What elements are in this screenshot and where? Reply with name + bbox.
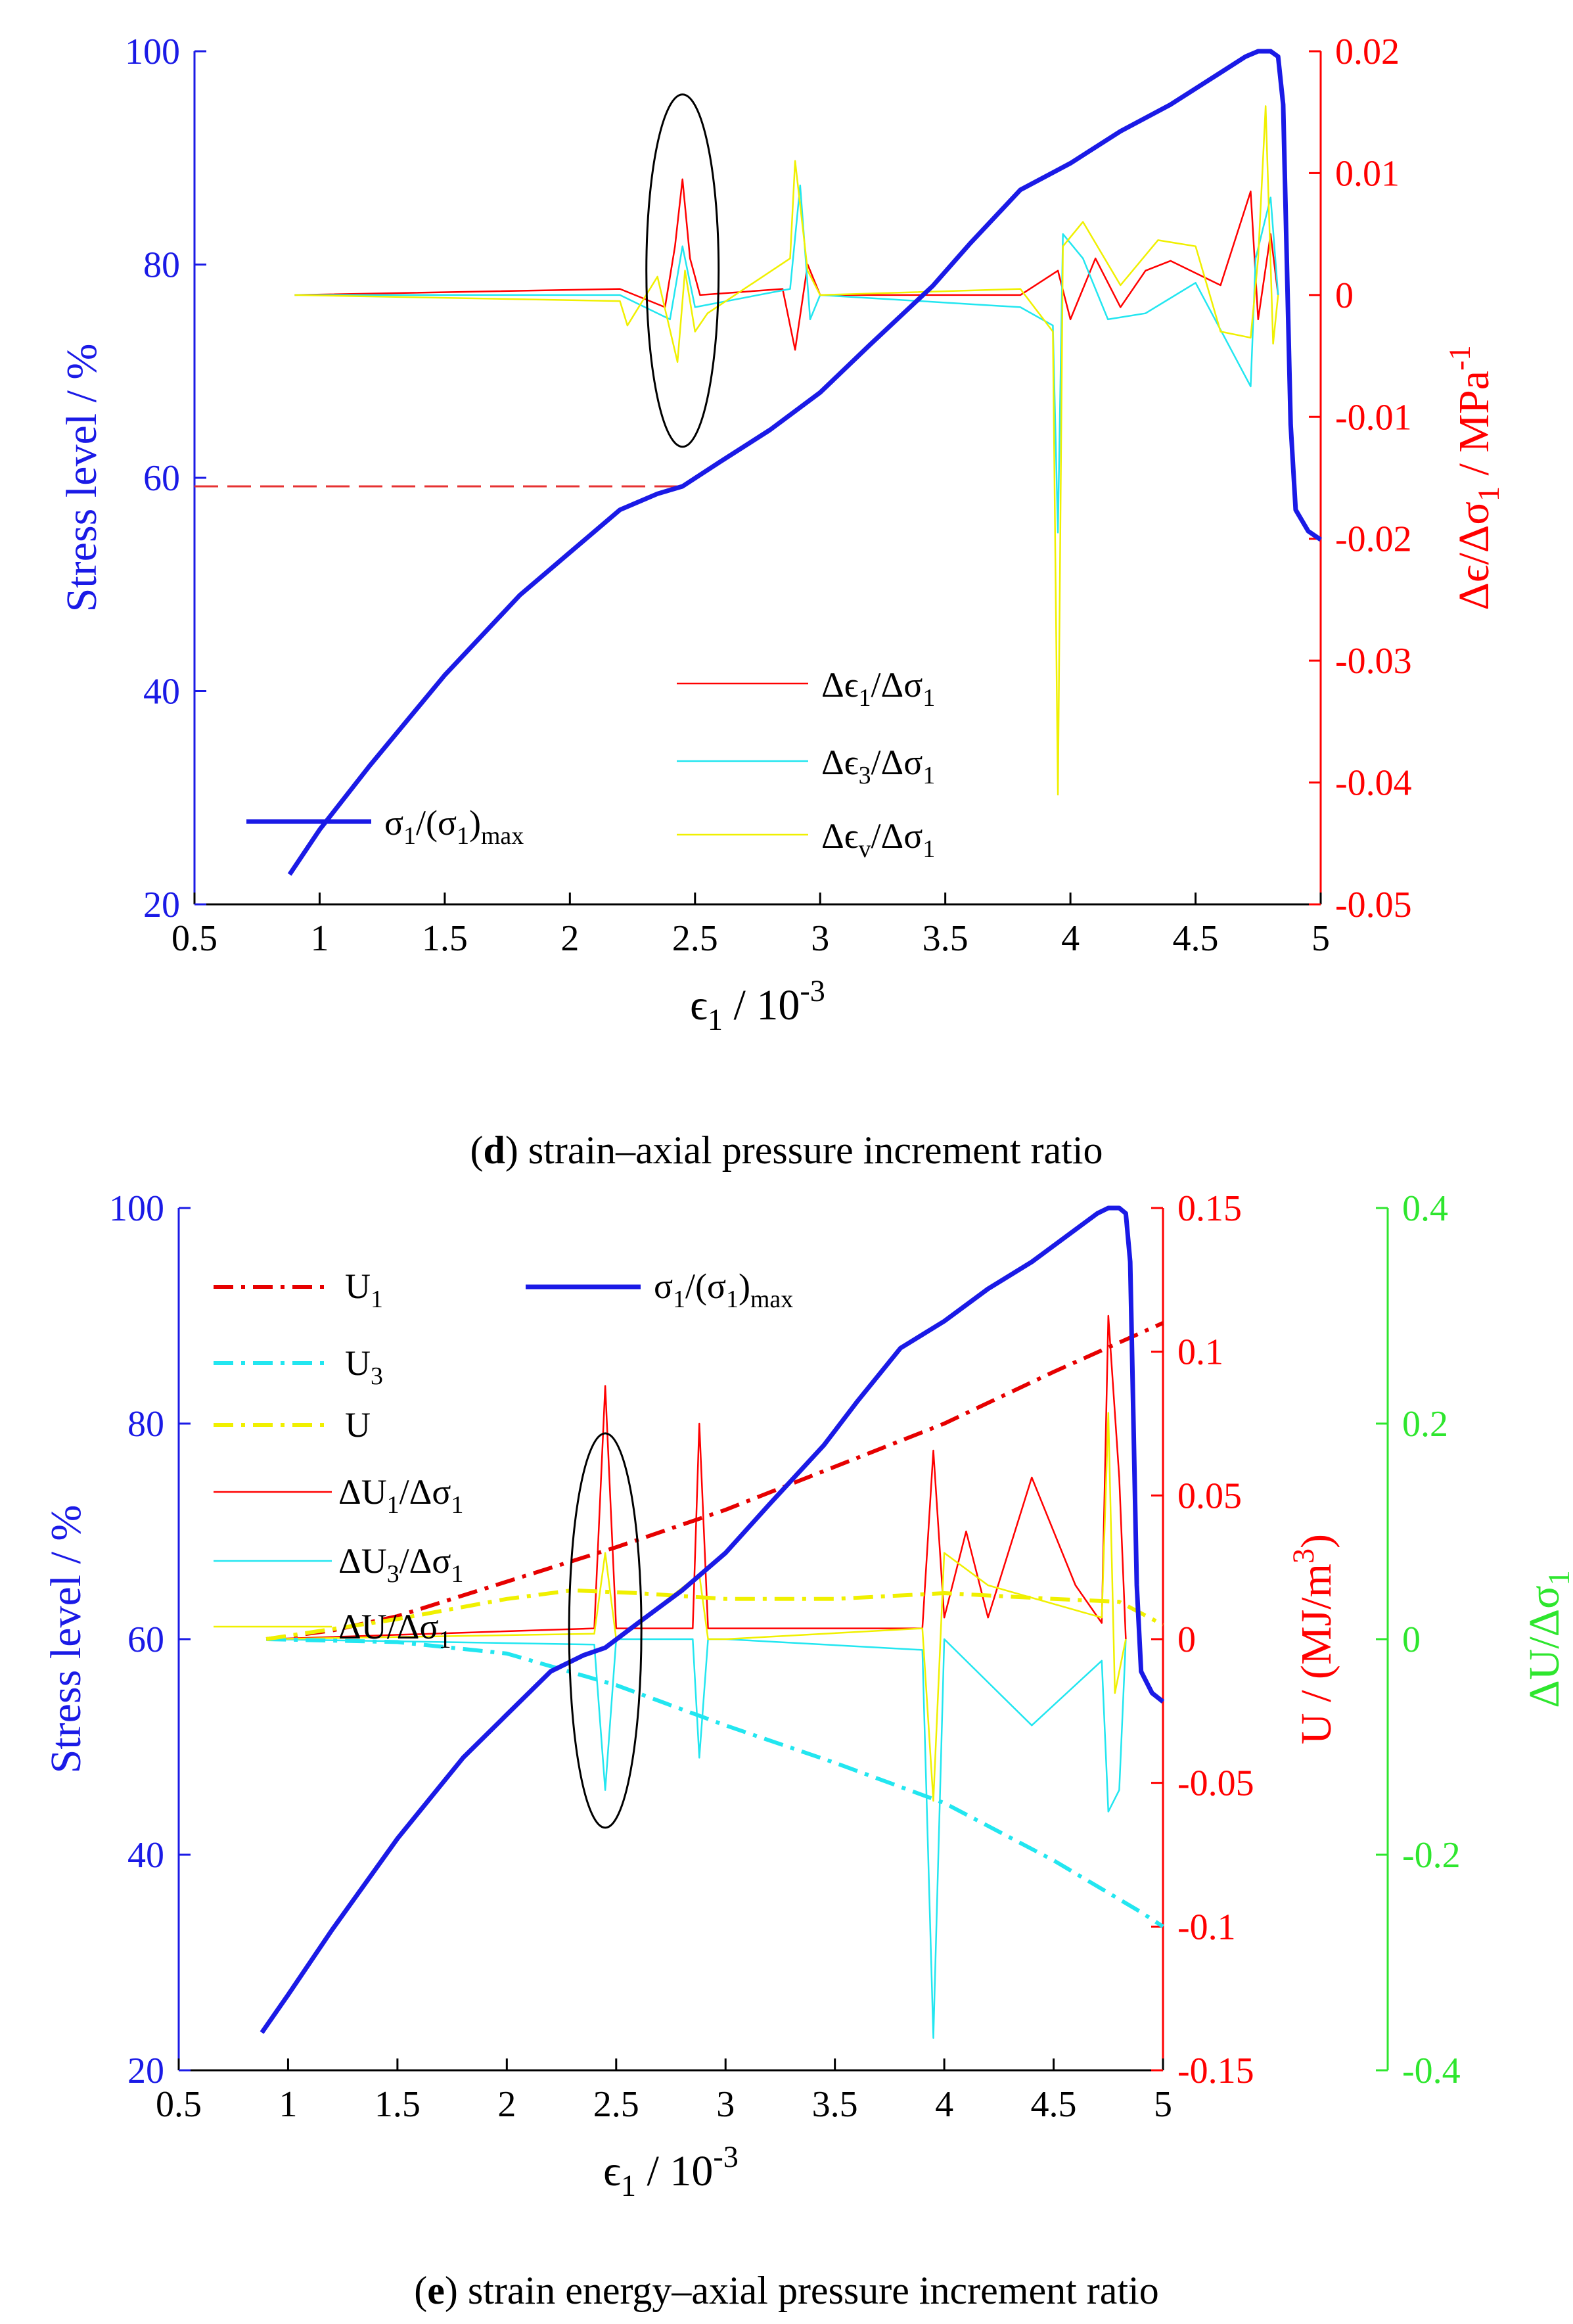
d-x-tick-label: 0.5 <box>171 918 217 959</box>
e-y-tick-label: 40 <box>127 1835 164 1876</box>
d-y-tick-label: 80 <box>143 245 180 286</box>
d-y2-tick-label: -0.03 <box>1335 641 1412 682</box>
e-y-tick-label: 100 <box>109 1188 164 1229</box>
e-y2-tick-label: 0.1 <box>1177 1332 1223 1373</box>
e-y-tick-label: 80 <box>127 1404 164 1445</box>
d-y2-tick-label: -0.04 <box>1335 763 1412 804</box>
e-y2-label: U / (MJ/m3) <box>1287 1534 1340 1744</box>
e-x-tick-label: 4.5 <box>1031 2084 1077 2125</box>
e-x-tick-label: 5 <box>1154 2084 1172 2125</box>
e-x-tick-label: 2.5 <box>593 2084 639 2125</box>
e-y2-tick-label: 0 <box>1177 1619 1196 1660</box>
e-series--u-1 <box>266 1412 1127 1802</box>
d-x-tick-label: 1 <box>310 918 329 959</box>
d-y2-tick-label: -0.01 <box>1335 397 1412 438</box>
e-x-tick-label: 3.5 <box>812 2084 858 2125</box>
e-y3-tick-label: 0 <box>1402 1619 1421 1660</box>
d-series--v-1 <box>294 105 1279 796</box>
d-legend-label-stress: σ1/(σ1)max <box>384 803 524 850</box>
e-x-tick-label: 4 <box>935 2084 953 2125</box>
e-legend-label-u3: U3 <box>345 1343 383 1390</box>
e-x-tick-label: 0.5 <box>156 2084 202 2125</box>
e-y2-tick-label: -0.1 <box>1177 1907 1236 1947</box>
d-y2-tick-label: 0.02 <box>1335 32 1400 72</box>
e-x-tick-label: 3 <box>716 2084 735 2125</box>
e-legend-label-u: U <box>345 1405 371 1445</box>
d-x-tick-label: 3 <box>811 918 829 959</box>
e-x-tick-label: 1 <box>279 2084 297 2125</box>
d-y2-tick-label: -0.02 <box>1335 519 1412 560</box>
d-series--3-1 <box>294 184 1279 534</box>
e-y2-tick-label: -0.15 <box>1177 2051 1254 2091</box>
d-x-tick-label: 2 <box>560 918 579 959</box>
panel-e-chart: 0.5 1 1.5 2 2.5 3 3.5 4 4.5 5 20 40 60 80 100 -0.15 -0.1… <box>42 1188 1573 2202</box>
caption-e: (e) strain energy–axial pressure increme… <box>414 2269 1158 2312</box>
d-legend-label-eps3: Δϵ3/Δσ1 <box>821 743 935 789</box>
d-x-tick-label: 4.5 <box>1173 918 1219 959</box>
e-y-label: Stress level / % <box>42 1505 90 1774</box>
d-y-tick-label: 40 <box>143 672 180 712</box>
d-y-tick-label: 100 <box>125 32 180 72</box>
e-y3-label: ΔU/Δσ1 <box>1520 1570 1573 1708</box>
e-series--u3-1 <box>266 1638 1127 2039</box>
d-x-tick-label: 4 <box>1061 918 1080 959</box>
d-x-tick-label: 5 <box>1311 918 1330 959</box>
e-series--u1-1 <box>266 1314 1127 1640</box>
e-x-tick-label: 1.5 <box>375 2084 421 2125</box>
e-x-tick-label: 2 <box>497 2084 516 2125</box>
d-y-label: Stress level / % <box>58 344 106 613</box>
caption-d: (d) strain–axial pressure increment rati… <box>470 1128 1103 1172</box>
d-y-tick-label: 20 <box>143 885 180 925</box>
e-series-u3 <box>266 1637 1164 1928</box>
e-y3-tick-label: 0.4 <box>1402 1188 1448 1229</box>
d-y2-tick-label: -0.05 <box>1335 885 1412 925</box>
e-legend-label-du3: ΔU3/Δσ1 <box>338 1541 463 1588</box>
d-legend-label-eps1: Δϵ1/Δσ1 <box>821 665 935 712</box>
e-y2-tick-label: 0.05 <box>1177 1476 1242 1516</box>
d-x-label: ϵ1 / 10-3 <box>690 974 825 1036</box>
d-highlight-ellipse <box>645 93 720 448</box>
d-y2-tick-label: 0 <box>1335 275 1354 316</box>
e-y2-tick-label: 0.15 <box>1177 1188 1242 1229</box>
e-series--1-1-max <box>260 1205 1165 2034</box>
d-x-tick-label: 1.5 <box>422 918 468 959</box>
d-y-tick-label: 60 <box>143 458 180 499</box>
d-series--1-1-max <box>287 49 1322 876</box>
panel-d-chart: 0.5 1 1.5 2 2.5 3 3.5 4 4.5 5 20 40 60 80 100 -0.05 -0.0… <box>58 32 1505 1036</box>
e-legend-label-du: ΔU/Δσ1 <box>338 1607 451 1654</box>
e-legend-label-stress: σ1/(σ1)max <box>654 1267 793 1313</box>
e-highlight-ellipse <box>568 1432 643 1829</box>
e-y3-tick-label: 0.2 <box>1402 1404 1448 1445</box>
e-y3-tick-label: -0.2 <box>1402 1835 1461 1876</box>
d-y2-label: Δϵ/Δσ1 / MPa-1 <box>1443 345 1505 610</box>
d-legend-label-epsv: Δϵv/Δσ1 <box>821 816 935 863</box>
e-x-label: ϵ1 / 10-3 <box>603 2140 739 2202</box>
d-series--1-1 <box>294 178 1279 351</box>
e-y2-tick-label: -0.05 <box>1177 1763 1254 1804</box>
e-y3-tick-label: -0.4 <box>1402 2051 1461 2091</box>
e-y-tick-label: 20 <box>127 2051 164 2091</box>
d-x-tick-label: 3.5 <box>923 918 969 959</box>
e-legend-label-du1: ΔU1/Δσ1 <box>338 1472 463 1519</box>
d-x-tick-label: 2.5 <box>672 918 718 959</box>
e-series-u <box>265 1588 1164 1641</box>
d-y2-tick-label: 0.01 <box>1335 153 1400 194</box>
e-legend-label-u1: U1 <box>345 1267 383 1313</box>
e-y-tick-label: 60 <box>127 1619 164 1660</box>
